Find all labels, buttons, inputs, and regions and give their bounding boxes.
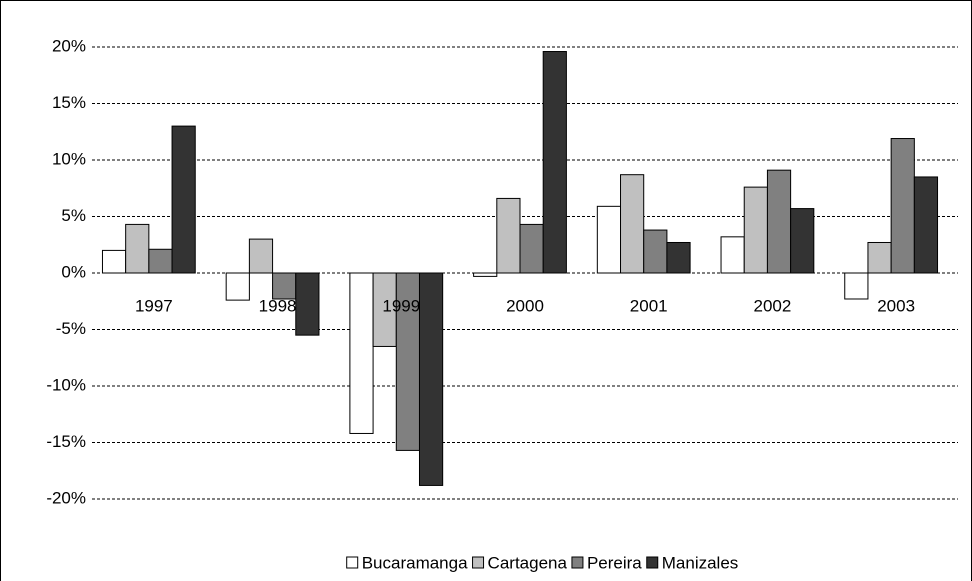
bar [766,169,792,274]
x-tick-label: 1997 [135,296,173,315]
y-tick-label: 5% [61,206,86,225]
bar [125,223,150,274]
x-tick-label: 2001 [630,296,668,315]
legend-swatch [346,556,359,569]
x-tick-label: 1998 [259,296,297,315]
legend-swatch [646,556,659,569]
bar [542,51,567,274]
legend-label: Manizales [662,553,739,572]
bar [743,186,768,274]
x-tick-label: 2000 [506,296,544,315]
bar [620,174,645,274]
y-tick-label: 20% [52,36,86,55]
y-tick-label: -10% [46,375,86,394]
bar [225,272,250,301]
legend-label: Bucaramanga [362,553,468,572]
y-tick-label: -20% [46,488,86,507]
bar [666,241,691,274]
y-tick-label: 0% [61,262,86,281]
bar [101,249,127,274]
bar [913,176,939,274]
bar [496,197,521,274]
y-tick-label: -5% [56,319,86,338]
legend-swatch [472,556,485,569]
y-tick-label: 15% [52,93,86,112]
bar [519,223,544,274]
x-tick-label: 2003 [877,296,915,315]
y-tick-label: -15% [46,432,86,451]
bar [596,205,622,274]
bar [643,229,668,274]
legend-swatch [571,556,584,569]
legend-label: Pereira [587,553,642,572]
legend-label: Cartagena [488,553,568,572]
bar [890,138,915,274]
bar [473,272,498,277]
bar [148,248,173,274]
bar [295,272,320,336]
bar [720,236,745,274]
bar [248,238,274,274]
bar [418,272,444,486]
bar [171,125,196,274]
bar [272,272,297,300]
bar [790,208,815,274]
bar [349,272,374,434]
bar [867,241,892,274]
bar [844,272,869,300]
y-tick-label: 10% [52,149,86,168]
x-tick-label: 1999 [382,296,420,315]
x-tick-label: 2002 [754,296,792,315]
